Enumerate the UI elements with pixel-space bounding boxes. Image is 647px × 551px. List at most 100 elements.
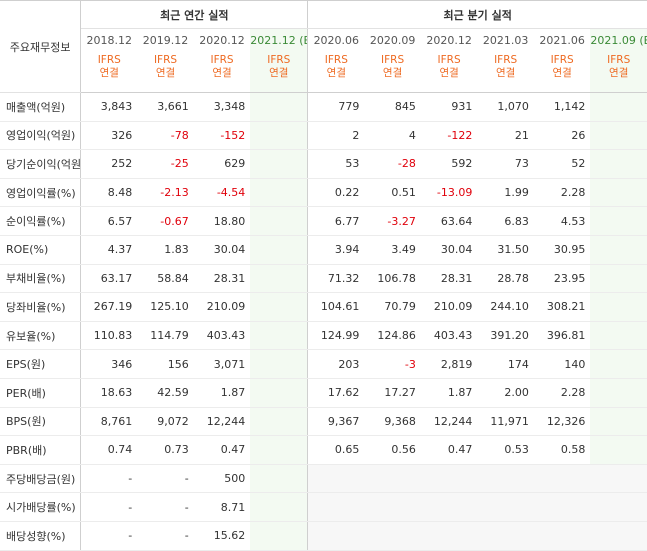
table-cell: 308.21 (533, 292, 591, 322)
basis-header: IFRS 연결 (250, 51, 309, 93)
row-label: EPS(원) (0, 349, 82, 379)
table-cell: 0.73 (137, 435, 194, 465)
basis-header: IFRS 연결 (307, 51, 365, 93)
table-cell: 4.37 (80, 235, 138, 265)
table-cell: 3.94 (307, 235, 365, 265)
table-cell (590, 321, 647, 351)
table-cell: 17.27 (364, 378, 421, 408)
basis-consolidated-label: 연결 (439, 67, 459, 79)
basis-ifrs-label: IFRS (153, 54, 178, 66)
row-label: 주당배당금(원) (0, 463, 82, 494)
table-cell (590, 463, 647, 494)
table-cell: 6.77 (307, 206, 365, 236)
table-cell: 12,244 (420, 407, 478, 437)
table-cell (477, 521, 534, 551)
table-cell: -25 (137, 149, 194, 179)
table-cell: 0.74 (80, 435, 138, 465)
table-cell: 124.86 (364, 321, 421, 351)
period-header: 2020.09 (369, 33, 416, 47)
table-cell: 6.83 (477, 206, 534, 236)
basis-header: IFRS 연결 (590, 51, 647, 93)
table-cell: 110.83 (80, 321, 138, 351)
basis-ifrs-label: IFRS (494, 54, 518, 66)
table-cell (533, 463, 591, 494)
quarter-section-title: 최근 분기 실적 (307, 0, 647, 29)
table-cell: 2,819 (420, 349, 478, 379)
table-cell: 106.78 (364, 263, 421, 294)
table-cell: -13.09 (420, 177, 478, 208)
table-cell: 30.95 (533, 235, 591, 265)
table-cell: 4 (364, 121, 421, 151)
table-cell: 124.99 (307, 321, 365, 351)
table-cell: 931 (420, 92, 478, 122)
table-cell (250, 177, 309, 208)
table-cell (590, 521, 647, 551)
table-cell (250, 378, 309, 408)
basis-consolidated-label: 연결 (495, 67, 516, 79)
table-cell: 403.43 (193, 321, 251, 351)
table-cell (590, 206, 647, 236)
period-header: 2021.12 (E) (250, 28, 309, 51)
table-cell: 1,142 (533, 92, 591, 122)
table-row: 부채비율(%) 63.17 58.84 28.31 71.32 106.78 28.31 28… (0, 263, 647, 294)
table-cell (590, 263, 647, 294)
table-cell: 11,971 (477, 407, 534, 437)
table-cell: 0.47 (193, 435, 251, 465)
table-cell: 0.53 (477, 435, 534, 465)
table-cell: 0.65 (307, 435, 365, 465)
basis-ifrs-label: IFRS (97, 54, 121, 66)
table-cell: 73 (477, 149, 534, 179)
table-cell: 12,326 (533, 407, 591, 437)
basis-header-row: IFRS 연결 IFRS 연결 IFRS 연결 IFRS 연결 IFRS 연결 IFRS 연결 IFRS… (0, 51, 647, 93)
table-row: 영업이익률(%) 8.48 -2.13 -4.54 0.22 0.51 -13.09 1.99… (0, 177, 647, 208)
table-cell (590, 121, 647, 151)
table-cell: 140 (533, 349, 591, 379)
table-cell: -0.67 (137, 206, 194, 236)
table-cell: 2.00 (477, 378, 534, 408)
row-label: 영업이익률(%) (0, 177, 82, 208)
table-cell (307, 521, 365, 551)
row-label: 순이익률(%) (0, 206, 82, 236)
table-row: 영업이익(억원) 326 -78 -152 2 4 -122 21 26 (0, 121, 647, 151)
table-cell: - (137, 492, 194, 522)
table-cell: 21 (477, 121, 534, 151)
table-cell (307, 492, 365, 522)
table-cell (250, 463, 309, 494)
table-cell: 42.59 (137, 378, 194, 408)
table-cell (250, 521, 309, 551)
table-cell: 28.78 (477, 263, 534, 294)
table-cell: 500 (193, 463, 251, 494)
table-cell: 210.09 (193, 292, 251, 322)
table-row: 유보율(%) 110.83 114.79 403.43 124.99 124.86 403.… (0, 321, 647, 351)
table-row: PER(배) 18.63 42.59 1.87 17.62 17.27 1.87 2.00 2.… (0, 378, 647, 408)
row-label: 당기순이익(억원) (0, 149, 82, 179)
table-cell (533, 492, 591, 522)
table-cell: -152 (193, 121, 251, 151)
row-label: 부채비율(%) (0, 263, 82, 294)
table-cell: 63.64 (420, 206, 478, 236)
table-row: 순이익률(%) 6.57 -0.67 18.80 6.77 -3.27 63.64 6.83 4… (0, 206, 647, 236)
basis-consolidated-label: 연결 (382, 67, 403, 79)
table-cell: 210.09 (420, 292, 478, 322)
table-cell (250, 407, 309, 437)
table-cell: 9,072 (137, 407, 194, 437)
table-cell (420, 463, 478, 494)
table-cell: 15.62 (193, 521, 251, 551)
table-cell: 8.71 (193, 492, 251, 522)
table-cell: - (137, 463, 194, 494)
table-row: 매출액(억원) 3,843 3,661 3,348 779 845 931 1,070 1,14… (0, 92, 647, 122)
table-cell: 53 (307, 149, 365, 179)
table-cell: 2.28 (533, 177, 591, 208)
table-cell: 8.48 (80, 177, 138, 208)
table-cell (590, 378, 647, 408)
table-cell: 396.81 (533, 321, 591, 351)
table-cell (364, 492, 421, 522)
table-cell: - (80, 463, 138, 494)
table-cell: -3.27 (364, 206, 421, 236)
basis-ifrs-label: IFRS (381, 54, 405, 66)
basis-ifrs-label: IFRS (210, 54, 234, 66)
table-cell: 3.49 (364, 235, 421, 265)
table-cell: 8,761 (80, 407, 138, 437)
row-label: BPS(원) (0, 407, 82, 437)
